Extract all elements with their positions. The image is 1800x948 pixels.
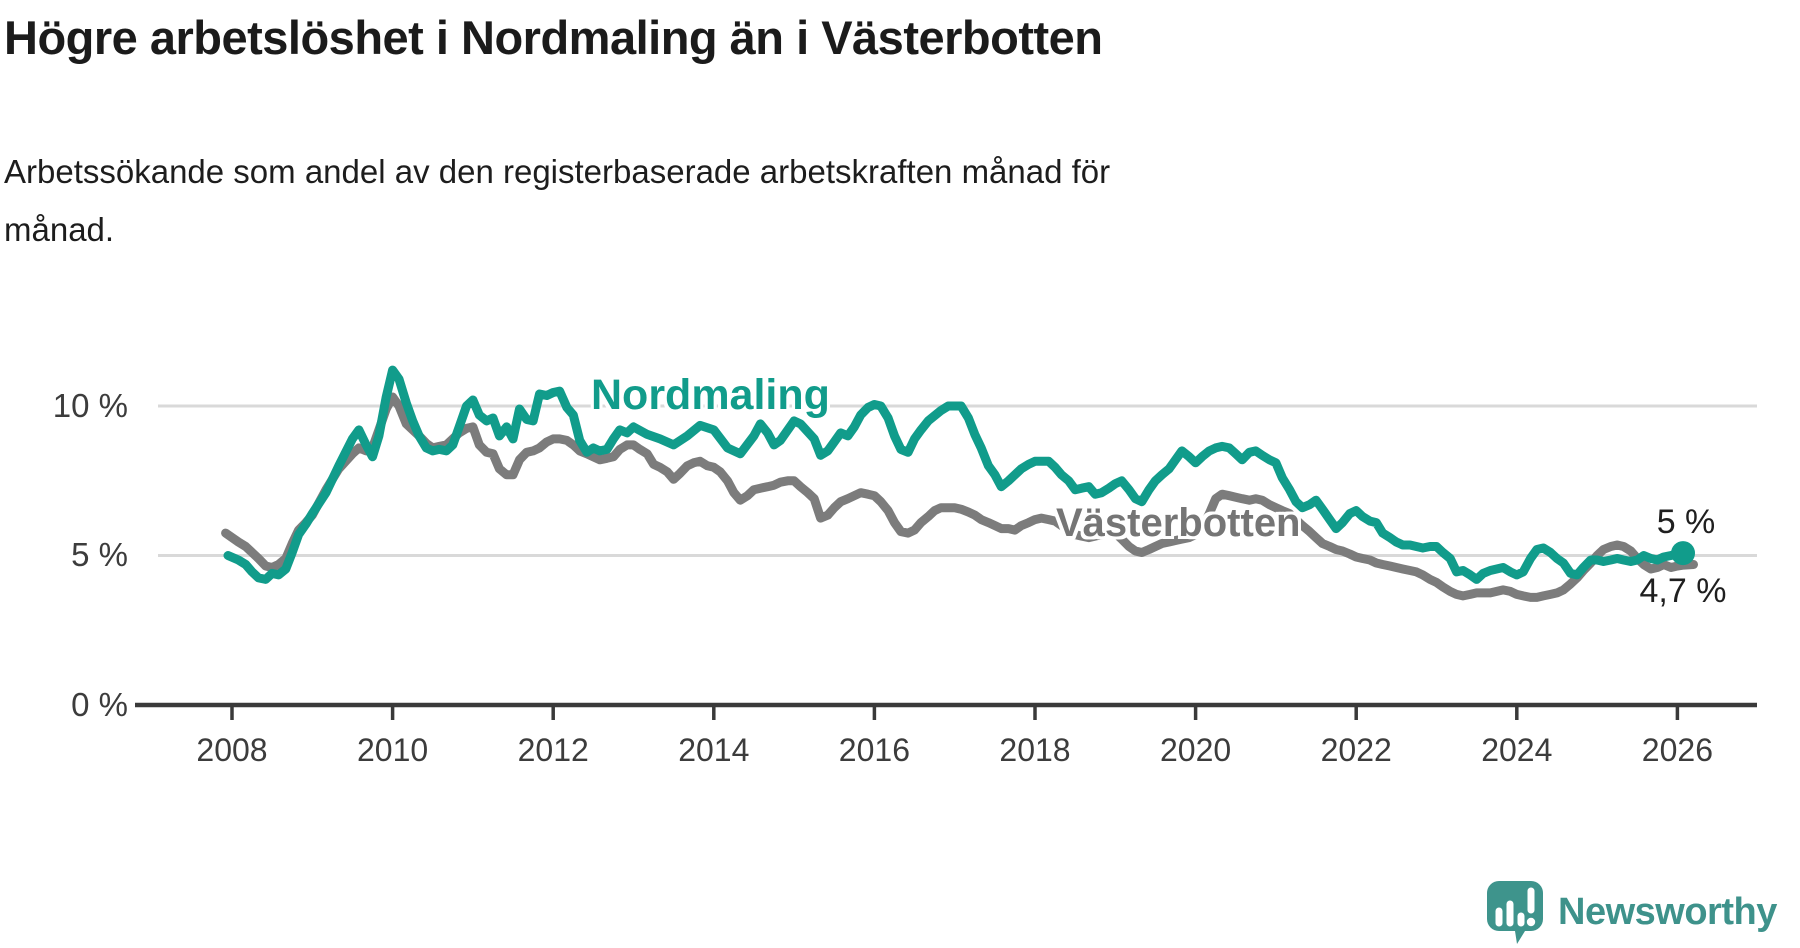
page-subtitle-line2: månad. [4, 211, 115, 248]
newsworthy-brand-text: Newsworthy [1558, 890, 1777, 933]
page-subtitle: Arbetssökande som andel av den registerb… [4, 143, 1110, 259]
y-tick-label-10: 10 % [52, 387, 128, 424]
newsworthy-logo-icon [1484, 879, 1546, 945]
y-tick-label-0: 0 % [71, 686, 128, 723]
x-tick-label-2014: 2014 [678, 732, 750, 768]
page-title: Högre arbetslöshet i Nordmaling än i Väs… [4, 11, 1103, 64]
x-tick-label-2026: 2026 [1641, 732, 1713, 768]
newsworthy-brand: Newsworthy [1484, 878, 1777, 946]
x-tick-label-2022: 2022 [1320, 732, 1392, 768]
end-value-label-nordmaling: 5 % [1656, 503, 1716, 541]
x-tick-label-2010: 2010 [357, 732, 429, 768]
series-label-nordmaling: Nordmaling [591, 371, 830, 419]
end-value-label-vasterbotten: 4,7 % [1639, 572, 1727, 610]
x-tick-label-2016: 2016 [838, 732, 910, 768]
page-subtitle-line1: Arbetssökande som andel av den registerb… [4, 153, 1111, 190]
x-tick-label-2024: 2024 [1481, 732, 1553, 768]
x-tick-label-2008: 2008 [196, 732, 268, 768]
x-tick-label-2018: 2018 [999, 732, 1071, 768]
x-tick-label-2012: 2012 [517, 732, 589, 768]
series-end-dot-nordmaling [1671, 541, 1696, 566]
x-tick-label-2020: 2020 [1160, 732, 1232, 768]
series-label-vasterbotten: Västerbotten [1056, 501, 1301, 545]
series-line-nordmaling [223, 365, 1688, 584]
y-tick-label-5: 5 % [71, 536, 128, 573]
series-line-västerbotten [221, 392, 1698, 602]
